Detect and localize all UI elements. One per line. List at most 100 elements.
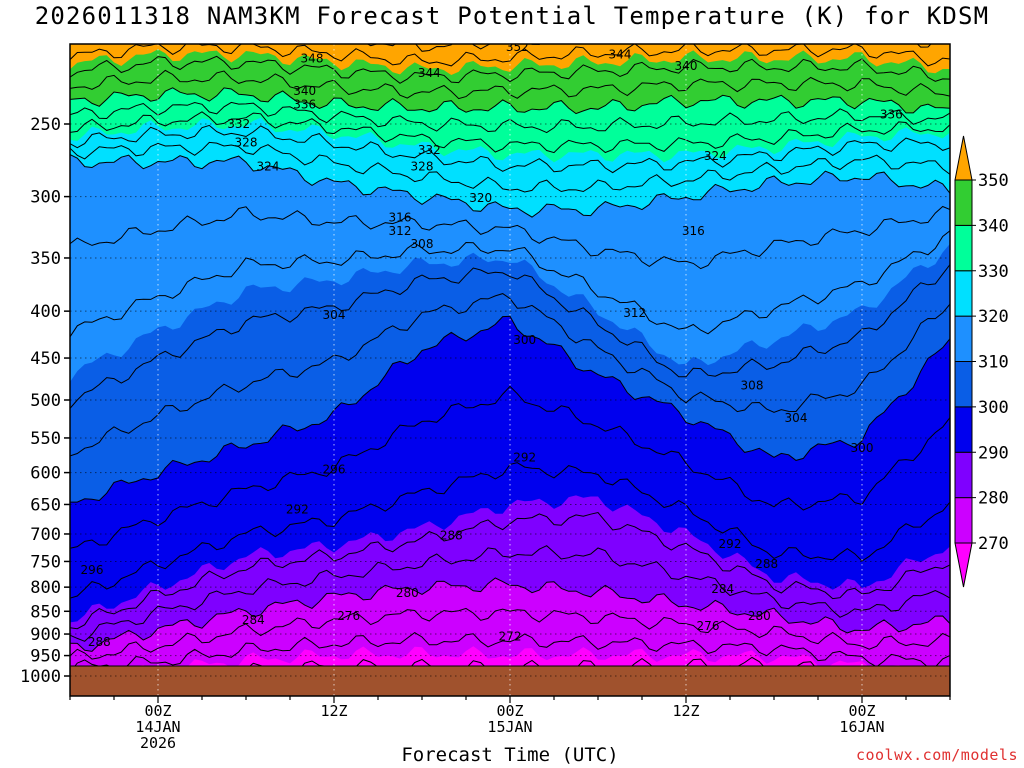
contour-label-348-1: 348 (301, 51, 324, 65)
grid-layer (70, 44, 950, 696)
contour-label-276-37: 276 (337, 609, 360, 623)
contour-label-292-28: 292 (286, 502, 309, 516)
contour-label-344-2: 344 (609, 48, 632, 62)
y-tick-label-400: 400 (30, 302, 61, 322)
isentrope-296 (70, 385, 950, 549)
isentrope-layer (70, 44, 950, 689)
contour-label-284-34: 284 (711, 582, 734, 596)
x-tick-label-6-0: 00Z (144, 702, 171, 720)
y-tick-label-450: 450 (30, 349, 61, 369)
contour-label-284-33: 284 (242, 613, 265, 627)
colorbar-label-300: 300 (978, 398, 1009, 418)
colorbar-swatch-290 (954, 406, 973, 453)
contour-label-304-22: 304 (785, 411, 808, 425)
colorbar-swatch-340 (954, 179, 973, 226)
contour-label-332-8: 332 (227, 117, 250, 131)
y-axis: 250 300 350 400 450 500 550 600 650 700 750 800 850 9… (20, 115, 70, 687)
contour-label-336-7: 336 (880, 107, 903, 121)
isentrope-308 (70, 264, 950, 409)
y-tick-label-350: 350 (30, 249, 61, 269)
x-tick-label-6-2: 2026 (140, 734, 176, 752)
colorbar-label-330: 330 (978, 262, 1009, 282)
isentrope-284 (70, 545, 950, 642)
colorbar-swatch-280 (954, 451, 973, 499)
contour-label-296-25: 296 (323, 462, 346, 476)
isentrope-352 (70, 44, 950, 67)
credit-text: coolwx.com/models (855, 746, 1018, 764)
colorbar: 270 280 290 300 310 320 330 340 350 (954, 135, 1009, 588)
x-tick-label-30-1: 15JAN (487, 718, 532, 736)
colorbar-label-270: 270 (978, 534, 1009, 554)
contour-label-340-4: 340 (675, 59, 698, 73)
contour-label-336-6: 336 (293, 97, 316, 111)
contour-label-288-31: 288 (755, 557, 778, 571)
isentrope-304 (70, 293, 950, 457)
contour-label-328-11: 328 (411, 159, 434, 173)
isentrope-332 (70, 111, 950, 154)
colorbar-label-310: 310 (978, 353, 1009, 373)
y-tick-label-500: 500 (30, 391, 61, 411)
y-tick-label-900: 900 (30, 625, 61, 645)
colorbar-label-350: 350 (978, 171, 1009, 191)
ground-fill (70, 666, 950, 696)
colorbar-label-290: 290 (978, 443, 1009, 463)
isentrope-320 (70, 154, 950, 218)
contour-label-292-27: 292 (513, 451, 536, 465)
contour-label-280-35: 280 (396, 586, 419, 600)
contour-label-320-14: 320 (469, 191, 492, 205)
isentrope-328 (70, 124, 950, 174)
isentrope-288 (70, 511, 950, 630)
colorbar-swatch-330 (954, 224, 973, 272)
contour-label-324-12: 324 (257, 159, 280, 173)
contour-label-304-21: 304 (323, 308, 346, 322)
contour-label-316-15: 316 (389, 210, 412, 224)
contour-label-280-36: 280 (748, 609, 771, 623)
contour-label-324-13: 324 (704, 149, 727, 163)
ground-layer (70, 665, 950, 696)
colorbar-label-340: 340 (978, 216, 1009, 236)
contour-label-316-16: 316 (682, 224, 705, 238)
contour-label-312-18: 312 (623, 306, 646, 320)
y-tick-label-300: 300 (30, 188, 61, 208)
x-tick-label-6-1: 14JAN (135, 718, 180, 736)
contour-label-332-9: 332 (418, 143, 441, 157)
colorbar-high-arrow (954, 135, 973, 181)
contour-label-352-0: 352 (506, 40, 529, 54)
chart-title: 2026011318 NAM3KM Forecast Potential Tem… (34, 2, 990, 30)
contour-label-288-32: 288 (88, 635, 111, 649)
contour-label-340-5: 340 (293, 84, 316, 98)
y-tick-label-750: 750 (30, 552, 61, 572)
y-tick-label-650: 650 (30, 495, 61, 515)
contour-label-292-29: 292 (719, 537, 742, 551)
contour-label-308-20: 308 (741, 378, 764, 392)
y-tick-label-1000: 1000 (20, 667, 61, 687)
contour-label-288-30: 288 (440, 529, 463, 543)
colorbar-label-280: 280 (978, 489, 1009, 509)
isentrope-312 (70, 230, 950, 338)
colorbar-low-arrow (954, 542, 973, 588)
contour-label-312-17: 312 (389, 224, 412, 238)
contour-label-296-26: 296 (81, 563, 104, 577)
y-tick-label-250: 250 (30, 115, 61, 135)
y-tick-label-800: 800 (30, 578, 61, 598)
contour-label-300-23: 300 (513, 333, 536, 347)
contour-label-276-38: 276 (697, 619, 720, 633)
contour-label-344-3: 344 (418, 66, 441, 80)
colorbar-swatch-300 (954, 361, 973, 408)
x-tick-label-30-0: 00Z (496, 702, 523, 720)
x-tick-label-42-0: 12Z (672, 702, 699, 720)
isentrope-348 (70, 55, 950, 84)
contour-label-300-24: 300 (851, 441, 874, 455)
y-tick-label-550: 550 (30, 429, 61, 449)
colorbar-swatch-270 (954, 497, 973, 544)
x-tick-label-18-0: 12Z (320, 702, 347, 720)
contour-label-328-10: 328 (235, 136, 258, 150)
x-tick-label-54-0: 00Z (848, 702, 875, 720)
contour-label-272-39: 272 (499, 629, 522, 643)
y-tick-label-700: 700 (30, 525, 61, 545)
y-tick-label-950: 950 (30, 647, 61, 667)
colorbar-label-320: 320 (978, 307, 1009, 327)
